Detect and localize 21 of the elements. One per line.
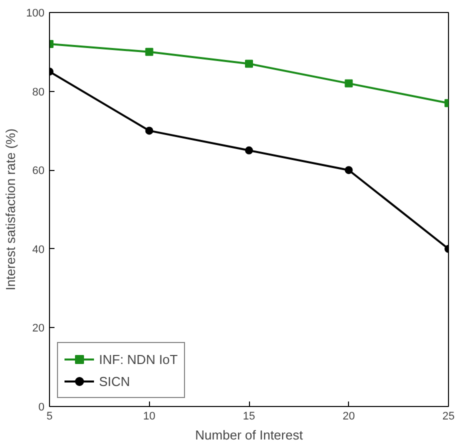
x-tick-label: 10	[143, 410, 156, 422]
y-tick-label: 40	[32, 244, 45, 256]
x-tick-label: 25	[442, 410, 455, 422]
y-tick-label: 80	[32, 86, 45, 98]
point	[145, 126, 154, 135]
legend-label: SICN	[99, 374, 130, 388]
y-tick-label: 100	[26, 8, 45, 20]
point	[245, 60, 253, 68]
y-tick-label: 0	[38, 402, 45, 414]
point	[145, 48, 154, 56]
point	[245, 146, 253, 154]
x-tick-label: 15	[242, 410, 256, 422]
y-tick-label: 60	[32, 165, 45, 178]
legend-label: INF: NDN IoT	[99, 352, 178, 366]
x-tick-label: 5	[46, 410, 53, 422]
point	[344, 79, 353, 88]
point	[344, 166, 353, 174]
y-tick-label: 20	[32, 322, 45, 335]
y-axis-title: Interest satisfaction rate (%)	[3, 128, 18, 290]
x-axis-title: Number of Interest	[195, 428, 304, 442]
x-tick-label: 20	[342, 410, 355, 422]
